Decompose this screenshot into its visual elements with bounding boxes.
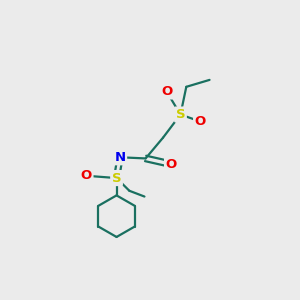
Text: O: O (81, 169, 92, 182)
Text: O: O (166, 158, 177, 171)
Text: S: S (176, 108, 185, 121)
Text: N: N (115, 151, 126, 164)
Text: S: S (112, 172, 122, 184)
Text: O: O (161, 85, 172, 98)
Text: O: O (195, 115, 206, 128)
